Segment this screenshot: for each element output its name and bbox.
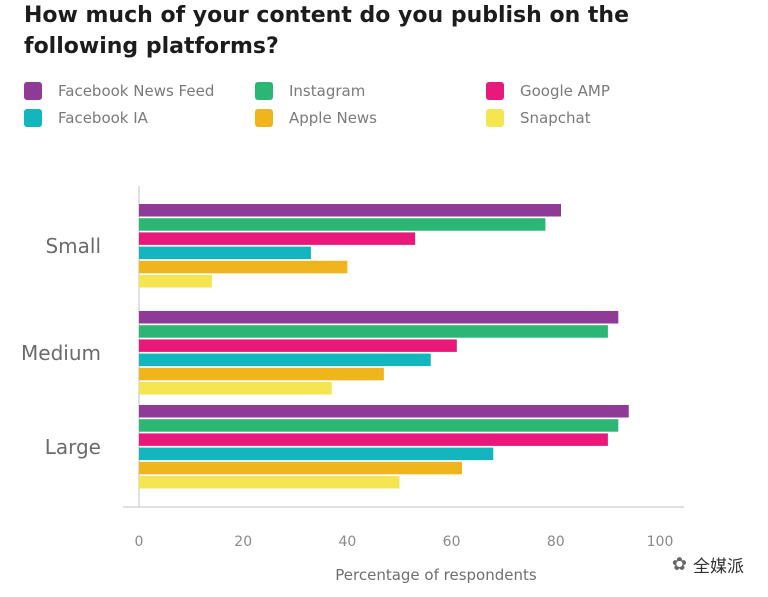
legend-item: Facebook News Feed (24, 82, 214, 100)
bar (139, 260, 348, 274)
legend-label: Facebook IA (58, 109, 148, 127)
wechat-icon: ✿ (671, 554, 687, 575)
legend-label: Google AMP (520, 82, 610, 100)
legend-item: Facebook IA (24, 109, 148, 127)
chart-legend: Facebook News Feed Instagram Google AMP Fac… (0, 0, 768, 150)
x-tick-label: 20 (234, 534, 252, 550)
bar (139, 447, 494, 461)
legend-swatch (486, 82, 504, 100)
bar (139, 382, 332, 395)
bar (139, 353, 431, 367)
bar (139, 419, 619, 432)
legend-item: Snapchat (486, 109, 591, 127)
legend-swatch (255, 82, 273, 100)
y-category-label: Small (45, 234, 101, 258)
x-tick-label: 0 (135, 534, 144, 550)
chart-title: How much of your content do you publish … (24, 3, 630, 59)
legend-label: Facebook News Feed (58, 82, 215, 100)
legend-item: Google AMP (486, 82, 610, 100)
legend-swatch (24, 109, 42, 127)
legend-label: Instagram (289, 82, 366, 100)
legend-swatch (255, 109, 273, 127)
legend-item: Instagram (255, 82, 365, 100)
legend-label: Snapchat (520, 109, 591, 127)
bar (139, 218, 546, 231)
legend-swatch (24, 82, 42, 100)
legend-label: Apple News (289, 109, 378, 127)
x-tick-label: 40 (338, 534, 356, 550)
x-tick-label: 80 (547, 534, 565, 550)
legend-swatch (486, 109, 504, 127)
bar (139, 339, 457, 352)
bar (139, 325, 608, 338)
watermark: ✿ 全媒派 (672, 552, 744, 577)
y-category-label: Medium (21, 341, 101, 365)
x-axis-label: Percentage of respondents (335, 566, 537, 584)
bar (139, 232, 416, 245)
bar (139, 405, 629, 418)
x-tick-label: 100 (647, 534, 674, 550)
legend-item: Apple News (255, 109, 377, 127)
watermark-text: 全媒派 (693, 557, 744, 577)
x-tick-label: 60 (443, 534, 461, 550)
bar (139, 367, 384, 381)
bar (139, 246, 311, 260)
bar (139, 204, 562, 217)
bar (139, 275, 212, 288)
bar (139, 433, 608, 446)
bar (139, 476, 400, 489)
bar (139, 461, 463, 475)
bar (139, 311, 619, 324)
y-category-label: Large (45, 435, 101, 459)
